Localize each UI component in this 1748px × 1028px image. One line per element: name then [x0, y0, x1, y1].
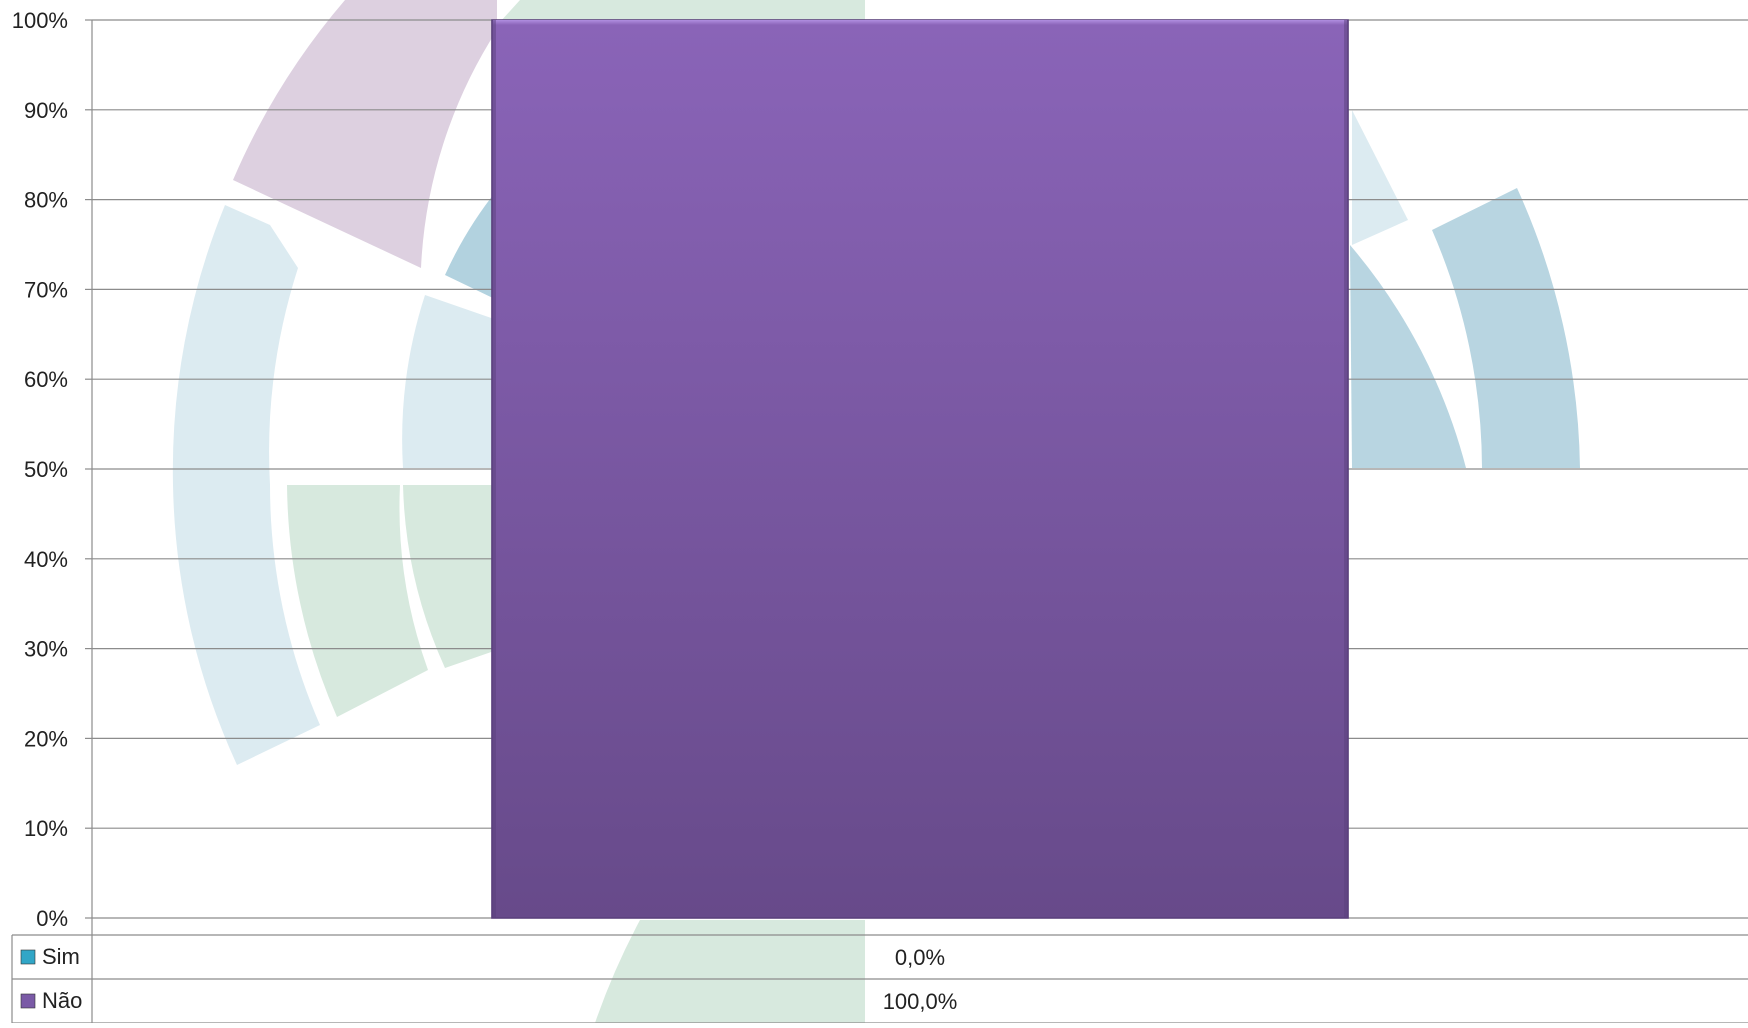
y-tick-label: 50% — [24, 457, 68, 482]
watermark-arc-outer-left-top — [172, 205, 298, 485]
watermark-arc-inner-left-top — [402, 295, 497, 468]
watermark-arc-right-3 — [1352, 110, 1408, 245]
y-tick-label: 20% — [24, 726, 68, 751]
watermark-arc-purple — [233, 0, 497, 268]
legend-swatch-sim — [20, 949, 36, 965]
bar-right-edge — [1344, 20, 1349, 918]
data-table: Sim 0,0% Não 100,0% — [11, 918, 1748, 1024]
watermark-arc-green-bottom — [595, 920, 865, 1023]
legend-label-não: Não — [42, 988, 82, 1013]
y-tick-label: 60% — [24, 367, 68, 392]
y-axis: 0% 10% 20% 30% 40% 50% 60% 70% 80% 90% 100% — [12, 8, 93, 931]
watermark-arc-inner-left-bottom — [403, 485, 497, 668]
watermark-arc-green-top — [500, 0, 865, 22]
y-tick-label: 70% — [24, 277, 68, 302]
legend-label-sim: Sim — [42, 944, 80, 969]
bar-não — [491, 19, 1349, 919]
watermark-arc-mid-left-bottom — [287, 485, 428, 717]
y-tick-label: 10% — [24, 816, 68, 841]
bars — [491, 19, 1349, 919]
legend-swatch-não — [20, 993, 36, 1009]
bar-left-edge — [491, 20, 496, 918]
y-tick-label: 90% — [24, 98, 68, 123]
y-tick-label: 100% — [12, 8, 68, 33]
watermark-logo — [172, 0, 1580, 1023]
watermark-arc-outer-left-bottom — [173, 485, 320, 765]
y-tick-label: 0% — [36, 906, 68, 931]
bar-top-highlight — [492, 20, 1348, 25]
data-table-value: 0,0% — [895, 945, 945, 970]
watermark-arc-blue-inner — [445, 190, 497, 300]
y-tick-label: 30% — [24, 637, 68, 662]
y-tick-label: 40% — [24, 547, 68, 572]
watermark-arc-right-2 — [1432, 188, 1580, 468]
y-tick-label: 80% — [24, 188, 68, 213]
watermark-arc-right-1 — [1350, 245, 1466, 468]
data-table-value: 100,0% — [883, 989, 958, 1014]
